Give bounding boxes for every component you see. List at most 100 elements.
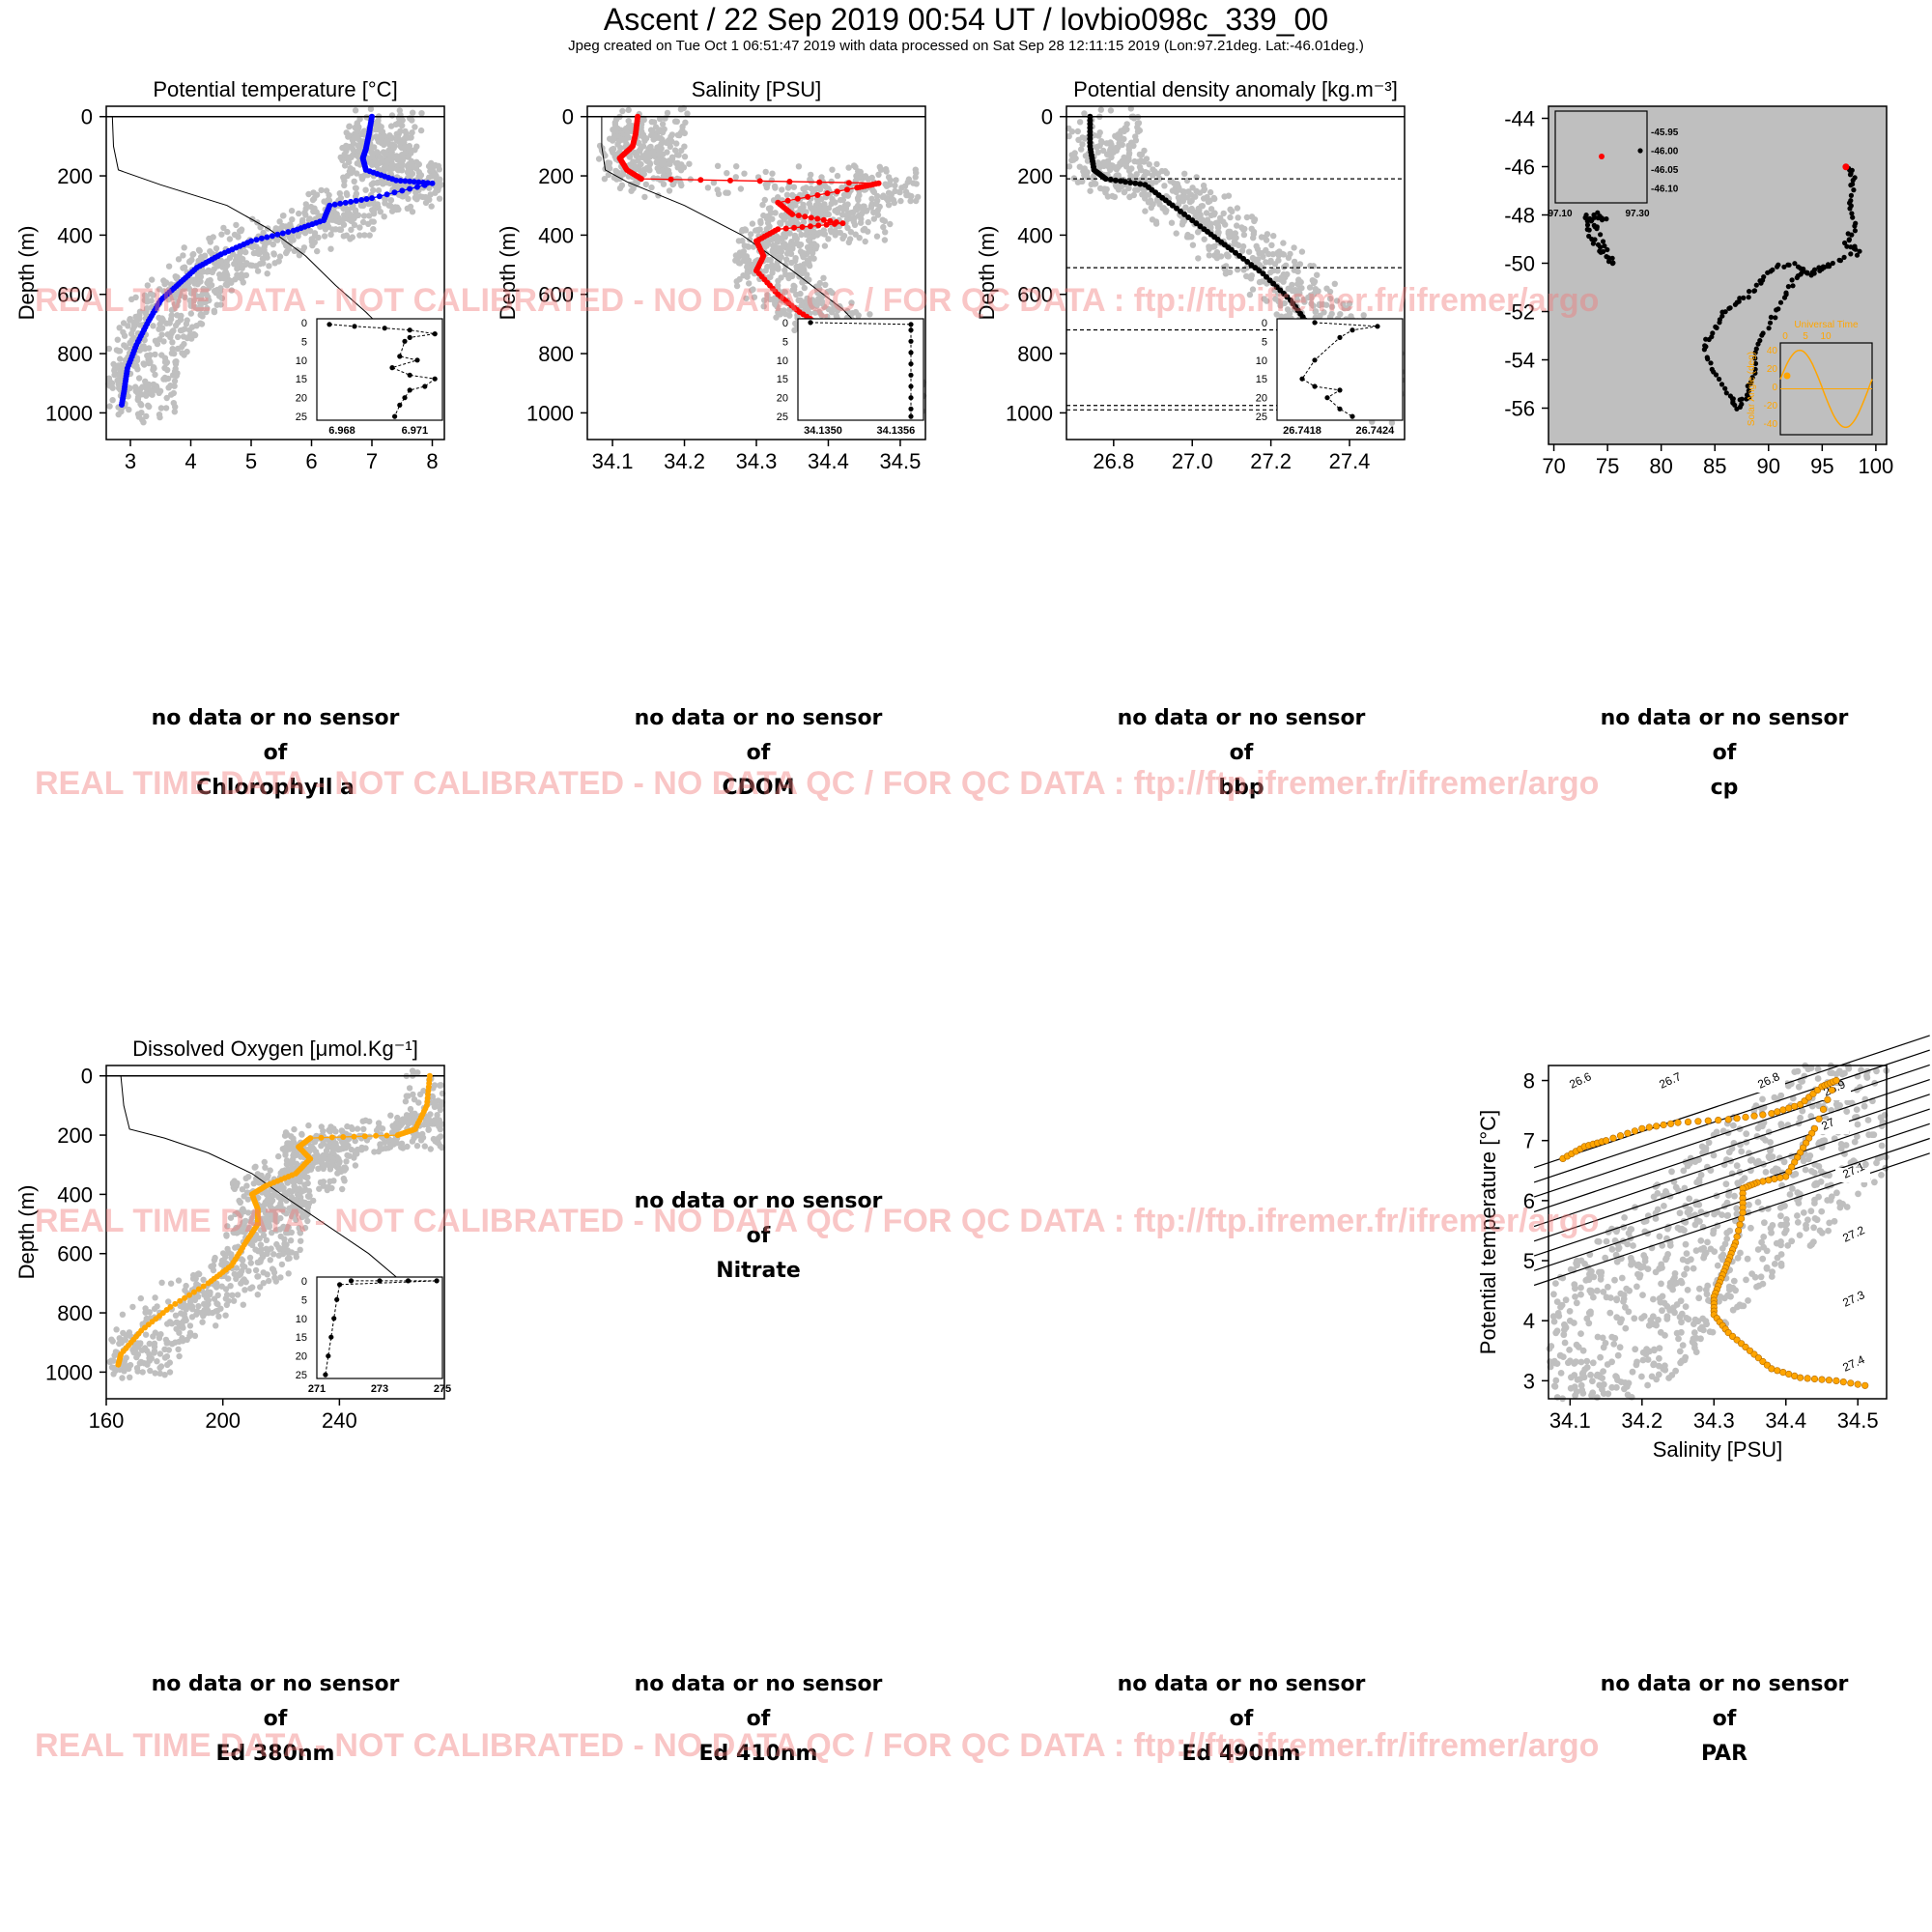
- sal-profile-point: [784, 197, 791, 204]
- cloud-point: [205, 1309, 213, 1317]
- cloud-point: [1084, 169, 1091, 176]
- cloud-point: [732, 174, 739, 181]
- cloud-point: [138, 391, 145, 398]
- cloud-point: [237, 260, 243, 267]
- cloud-point: [664, 109, 671, 117]
- temp-profile-point: [279, 230, 286, 237]
- track-point: [1852, 223, 1858, 229]
- track-point: [1703, 336, 1709, 342]
- sun-inset-title: Universal Time: [1794, 320, 1859, 330]
- inset-x-tick-label: 34.1356: [877, 425, 916, 437]
- dens-inset-point: [1324, 395, 1330, 401]
- cloud-point: [724, 170, 730, 177]
- cloud-point: [254, 268, 262, 274]
- temp-profile: [119, 113, 436, 408]
- x-tick-label: 7: [366, 449, 378, 473]
- cloud-point: [270, 1251, 277, 1258]
- cloud-point: [349, 234, 355, 241]
- dens-inset-point: [1337, 406, 1343, 412]
- cloud-point: [817, 206, 824, 213]
- cloud-point: [666, 187, 673, 194]
- cloud-point: [1169, 187, 1177, 194]
- cloud-point: [266, 263, 272, 270]
- sal-inset-point: [908, 361, 914, 367]
- track-point: [1792, 261, 1798, 267]
- sun-x-tick-label: 5: [1803, 331, 1808, 342]
- cloud-point: [237, 249, 243, 256]
- cloud-point: [109, 384, 116, 391]
- cloud-point: [678, 147, 685, 154]
- cloud-point: [156, 326, 162, 332]
- cloud-point: [218, 295, 226, 301]
- cloud-point: [152, 351, 158, 358]
- cloud-point: [197, 299, 204, 306]
- cloud-point: [398, 192, 405, 199]
- cloud-point: [302, 212, 309, 218]
- cloud-point: [1100, 147, 1107, 155]
- cloud-point: [135, 375, 143, 382]
- cloud-point: [675, 152, 682, 158]
- cloud-point: [302, 205, 309, 213]
- cloud-point: [163, 359, 170, 366]
- cloud-point: [781, 243, 787, 250]
- cloud-point: [656, 115, 664, 123]
- cloud-point: [436, 195, 443, 202]
- cloud-point: [857, 168, 864, 176]
- dens-profile-point: [1137, 181, 1144, 187]
- temp-profile-point: [348, 198, 355, 205]
- cloud-point: [248, 1214, 255, 1222]
- cloud-point: [605, 171, 612, 179]
- cloud-point: [437, 1125, 443, 1133]
- temp-profile-point: [342, 199, 349, 206]
- cloud-point: [432, 189, 439, 196]
- zoom-y-tick-label: -46.00: [1651, 147, 1679, 157]
- cloud-point: [213, 301, 220, 308]
- cloud-point: [301, 1181, 308, 1188]
- sal-inset-point: [908, 395, 914, 401]
- cloud-point: [806, 200, 812, 208]
- temp-profile-point: [407, 185, 413, 192]
- cloud-point: [165, 375, 172, 383]
- cloud-point: [834, 307, 841, 314]
- cloud-point: [828, 178, 835, 185]
- cloud-point: [618, 182, 626, 188]
- cloud-point: [210, 234, 216, 241]
- sal-inset-point: [908, 327, 914, 333]
- x-tick-label: 70: [1542, 454, 1565, 478]
- page-title: Ascent / 22 Sep 2019 00:54 UT / lovbio09…: [603, 2, 1329, 37]
- cloud-point: [190, 250, 197, 258]
- cloud-point: [760, 303, 767, 310]
- cloud-point: [1256, 278, 1264, 286]
- track-point: [1846, 237, 1852, 242]
- y-tick-label: 600: [57, 283, 93, 307]
- cloud-point: [876, 163, 883, 170]
- cloud-point: [177, 327, 185, 334]
- cloud-point: [162, 405, 170, 412]
- cloud-point: [291, 1125, 298, 1133]
- track-point: [1751, 288, 1757, 294]
- track-point: [1753, 282, 1759, 288]
- cloud-point: [360, 213, 368, 219]
- cloud-point: [666, 170, 672, 177]
- cloud-point: [1260, 253, 1266, 260]
- cloud-point: [437, 176, 443, 183]
- cloud-point: [377, 154, 384, 160]
- cloud-point: [1131, 157, 1138, 165]
- cloud-point: [188, 324, 196, 330]
- x-tick-label: 100: [1859, 454, 1894, 478]
- cloud-point: [167, 333, 174, 341]
- cloud-point: [120, 320, 128, 327]
- cloud-point: [367, 159, 374, 166]
- cloud-point: [359, 218, 367, 226]
- cloud-point: [601, 176, 609, 183]
- cloud-point: [157, 1331, 164, 1338]
- cloud-point: [201, 252, 209, 259]
- sal-inset-point: [908, 384, 914, 389]
- cloud-point: [301, 1224, 309, 1232]
- cloud-point: [277, 1183, 285, 1190]
- cloud-point: [346, 168, 354, 175]
- track-point: [1811, 267, 1818, 272]
- cloud-point: [154, 1303, 160, 1310]
- cloud-point: [252, 1266, 260, 1274]
